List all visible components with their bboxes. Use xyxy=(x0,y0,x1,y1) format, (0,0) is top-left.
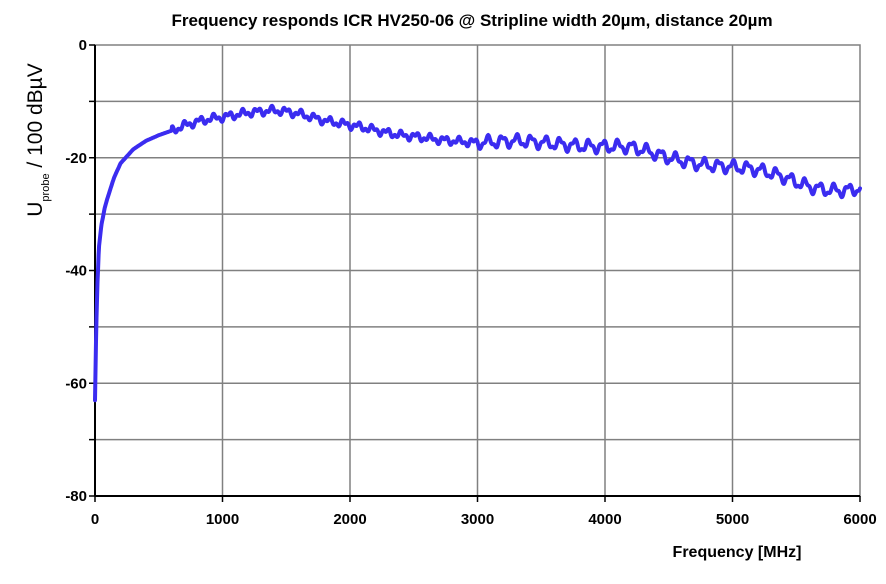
y-tick-label: -40 xyxy=(65,263,87,280)
grid-lines xyxy=(95,45,860,496)
x-tick-label: 5000 xyxy=(716,511,749,528)
series-line xyxy=(93,103,862,403)
y-tick-label: -60 xyxy=(65,375,87,392)
x-tick-label: 3000 xyxy=(461,511,494,528)
x-tick-label: 0 xyxy=(91,511,99,528)
y-axis-label: Uprobe / 100 dBµV xyxy=(24,63,52,216)
x-tick-label: 6000 xyxy=(843,511,876,528)
y-axis-ticks: 0 -20 -40 -60 -80 xyxy=(65,37,95,505)
y-axis-label-subscript: probe xyxy=(40,173,52,201)
y-axis-label-main: U xyxy=(24,202,47,217)
x-tick-label: 1000 xyxy=(206,511,239,528)
x-axis-ticks: 0 1000 2000 3000 4000 5000 6000 xyxy=(91,496,877,528)
x-tick-label: 4000 xyxy=(588,511,621,528)
y-tick-label: -20 xyxy=(65,150,87,167)
y-tick-label: 0 xyxy=(79,37,87,54)
y-axis-label-suffix: / 100 dBµV xyxy=(24,63,47,173)
x-axis-label: Frequency [MHz] xyxy=(673,544,802,561)
y-tick-label: -80 xyxy=(65,488,87,505)
chart-title: Frequency responds ICR HV250-06 @ Stripl… xyxy=(171,11,772,30)
x-tick-label: 2000 xyxy=(333,511,366,528)
